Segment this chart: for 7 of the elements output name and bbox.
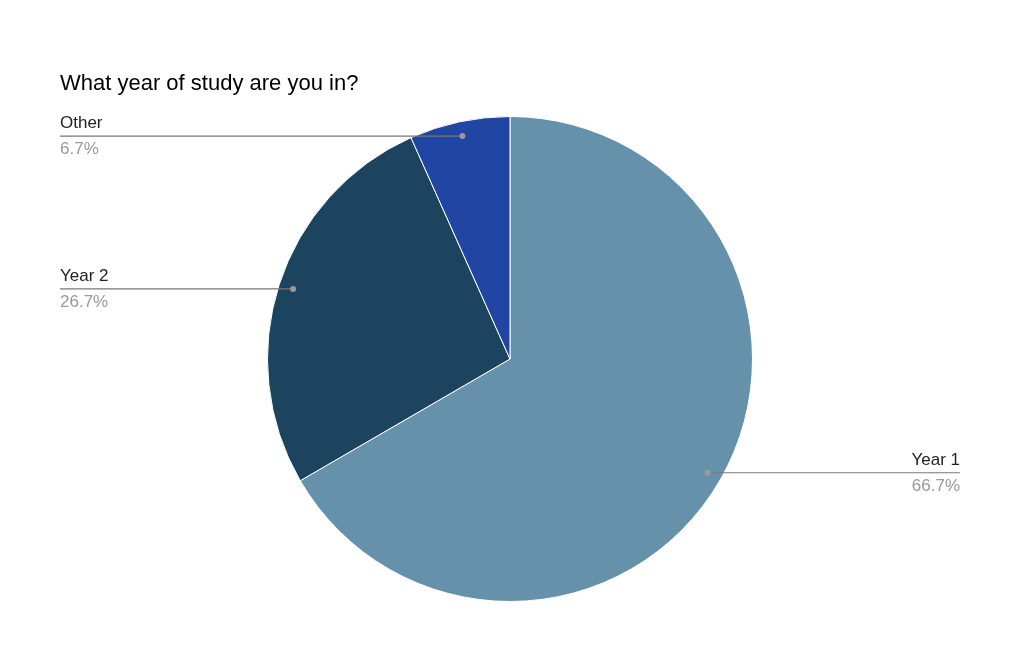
data-label: 6.7% <box>60 139 99 159</box>
slice-label: Other <box>60 113 103 133</box>
chart-title: What year of study are you in? <box>60 70 359 95</box>
slice-label: Year 2 <box>60 266 109 286</box>
data-label: 26.7% <box>60 292 109 312</box>
data-label: 66.7% <box>911 475 960 495</box>
slice-label: Year 1 <box>911 449 960 469</box>
